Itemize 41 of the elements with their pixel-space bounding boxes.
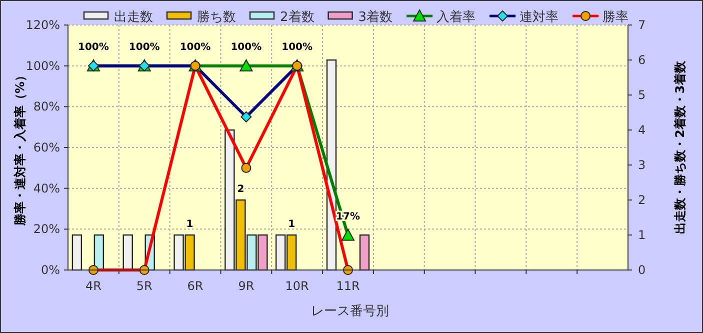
x-axis-title: レース番号別 (311, 304, 389, 319)
data-label: 100% (180, 42, 211, 53)
y2-tick-label: 2 (638, 193, 646, 207)
y2-tick-label: 6 (638, 53, 646, 67)
y-tick-label: 60% (33, 140, 60, 154)
y-tick-label: 100% (26, 58, 60, 73)
y-tick-label: 20% (33, 222, 60, 236)
legend-label: 連対率 (520, 9, 559, 25)
data-label: 100% (230, 42, 262, 53)
data-label: 2 (237, 184, 244, 195)
data-label: 100% (282, 42, 313, 53)
data-label: 100% (128, 42, 160, 53)
y2-tick-label: 4 (638, 123, 646, 137)
legend-label: 3着数 (358, 9, 393, 25)
x-tick-label: 10R (285, 279, 309, 293)
y2-tick-label: 7 (638, 18, 646, 32)
legend-label: 入着率 (436, 9, 476, 25)
legend-label: 勝ち数 (197, 10, 236, 25)
y2-tick-label: 0 (638, 263, 646, 277)
x-tick-label: 11R (336, 279, 360, 293)
y2-tick-label: 1 (638, 228, 646, 242)
x-tick-label: 9R (238, 279, 254, 293)
legend-label: 出走数 (114, 10, 153, 25)
data-label: 100% (78, 42, 109, 53)
y-tick-label: 40% (33, 181, 60, 196)
y-axis-title: 勝率・連対率・入着率（%） (13, 69, 27, 227)
x-tick-label: 5R (136, 279, 152, 293)
data-label: 1 (186, 219, 194, 230)
y-tick-label: 0% (40, 263, 60, 277)
y2-tick-label: 5 (638, 88, 646, 102)
bar (72, 234, 82, 271)
x-tick-label: 4R (85, 279, 102, 293)
legend-label: 2着数 (280, 9, 314, 25)
y2-tick-label: 3 (638, 158, 646, 172)
legend-label: 勝率 (602, 9, 629, 25)
x-tick-label: 6R (187, 279, 204, 293)
y-tick-label: 80% (33, 100, 60, 114)
data-label: 1 (288, 219, 296, 230)
bar (359, 234, 370, 271)
y-tick-label: 120% (26, 18, 60, 32)
y2-axis-title: 出走数・勝ち数・2着数・3着数 (673, 60, 687, 234)
